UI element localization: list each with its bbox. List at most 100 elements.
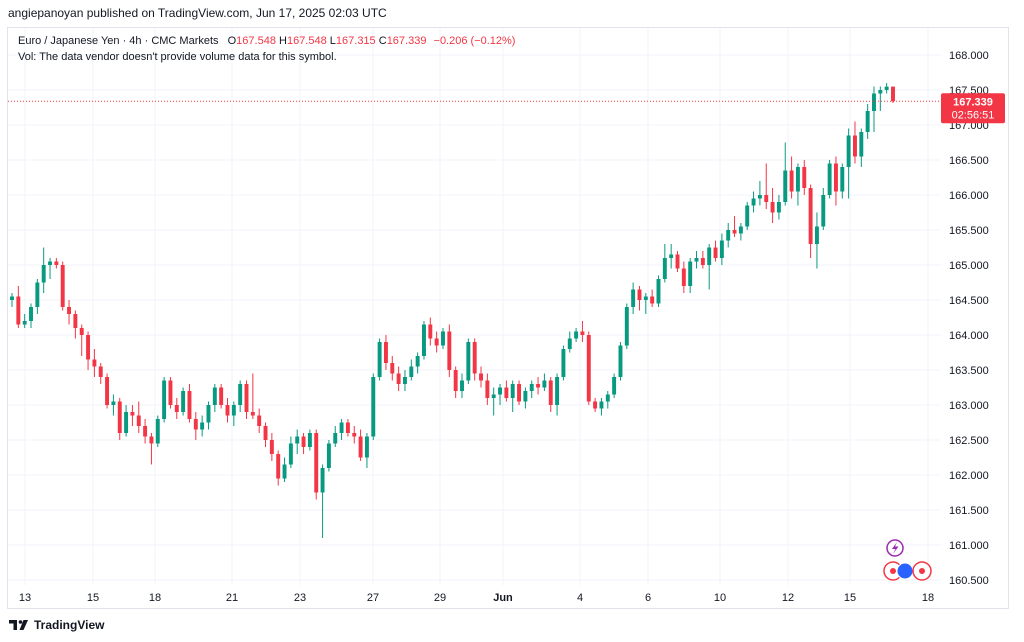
candle-body [219, 387, 224, 405]
candle-body [605, 394, 610, 402]
candle-body [415, 356, 420, 367]
candle-body [827, 163, 832, 195]
candle-body [650, 296, 655, 304]
legend-close-label: C [378, 35, 387, 47]
candle-body [738, 226, 743, 234]
candle-body [713, 247, 718, 258]
y-tick-label: 164.500 [949, 295, 989, 307]
candle-body [764, 195, 769, 202]
candle-body [257, 415, 262, 426]
candle-body [231, 405, 236, 416]
candle-body [92, 359, 97, 367]
candle-body [428, 324, 433, 339]
candle-body [168, 380, 173, 405]
candle-body [307, 433, 312, 447]
candle-body [491, 394, 496, 398]
candle-body [853, 135, 857, 157]
candle-body [155, 419, 160, 444]
candle-body [73, 314, 78, 328]
candle-body [345, 422, 350, 433]
candle-body [409, 366, 414, 377]
candle-body [67, 307, 72, 314]
footer-brand-label: TradingView [34, 618, 105, 632]
candle-body [111, 401, 116, 405]
candle-body [269, 440, 274, 454]
candle-body [174, 405, 179, 412]
candle-body [504, 387, 509, 398]
y-tick-label: 162.500 [949, 435, 989, 447]
candle-body [707, 247, 712, 265]
y-tick-label: 161.000 [949, 540, 989, 552]
candle-body [466, 342, 471, 381]
candle-body [181, 391, 186, 412]
candle-body [35, 282, 40, 307]
x-tick-label: 21 [226, 592, 238, 604]
footer-brand[interactable]: TradingView [8, 618, 104, 632]
candle-body [612, 377, 617, 395]
x-tick-label: 18 [149, 592, 161, 604]
candle-body [333, 433, 338, 444]
candle-body [567, 338, 572, 349]
legend-close-value: 167.339 [386, 35, 427, 47]
candle-body [326, 443, 331, 468]
candle-body [29, 307, 33, 321]
chart-legend: Euro / Japanese Yen · 4h · CMC Markets O… [18, 33, 515, 65]
candle-body [485, 380, 490, 398]
lightning-bolt-icon [892, 542, 899, 554]
candle-body [263, 426, 268, 440]
x-tick-label: 15 [87, 592, 99, 604]
candle-body [479, 373, 483, 381]
candle-body [60, 265, 65, 307]
candle-body [529, 384, 534, 391]
candle-body [561, 349, 566, 377]
candle-body [574, 331, 579, 339]
legend-symbol: Euro / Japanese Yen · 4h · CMC Markets [18, 35, 219, 47]
y-tick-label: 166.500 [949, 155, 989, 167]
candle-body [339, 422, 344, 433]
candle-body [282, 464, 287, 479]
legend-ohlc-row: Euro / Japanese Yen · 4h · CMC Markets O… [18, 33, 515, 49]
candle-body [402, 377, 407, 384]
candle-body [732, 230, 737, 234]
candle-body [681, 268, 686, 286]
candle-body [206, 405, 211, 423]
candle-body [751, 198, 756, 206]
candle-body [149, 436, 154, 444]
candle-body [396, 373, 401, 384]
candle-body [656, 279, 661, 304]
candle-body [54, 261, 59, 265]
y-tick-label: 165.500 [949, 225, 989, 237]
candle-body [745, 205, 750, 227]
candle-body [244, 384, 249, 412]
y-tick-label: 166.000 [949, 190, 989, 202]
candle-body [802, 167, 807, 188]
candle-body [358, 436, 363, 458]
candle-body [884, 86, 889, 90]
x-tick-label: 6 [645, 592, 651, 604]
candle-body [833, 163, 838, 192]
candle-body [238, 384, 243, 405]
candle-body [669, 254, 674, 258]
candle-body [86, 335, 91, 360]
candle-body [719, 240, 724, 258]
candle-body [865, 111, 870, 132]
candle-body [783, 170, 788, 202]
candle-body [599, 401, 604, 409]
candle-body [498, 387, 503, 395]
y-tick-label: 162.000 [949, 470, 989, 482]
candle-body [548, 380, 553, 405]
economic-event-dot-icon [890, 568, 896, 574]
candle-body [352, 433, 357, 437]
candle-body [130, 412, 135, 416]
legend-high-label: H [279, 35, 287, 47]
candle-body [643, 296, 648, 300]
y-tick-label: 165.000 [949, 260, 989, 272]
bar-countdown: 02:56:51 [952, 109, 995, 121]
chart-frame[interactable] [7, 27, 1009, 609]
candle-body [536, 384, 541, 388]
candle-body [510, 384, 515, 398]
candle-body [555, 377, 560, 405]
legend-volume-note: Vol: The data vendor doesn't provide vol… [18, 51, 337, 63]
candle-body [276, 454, 281, 479]
